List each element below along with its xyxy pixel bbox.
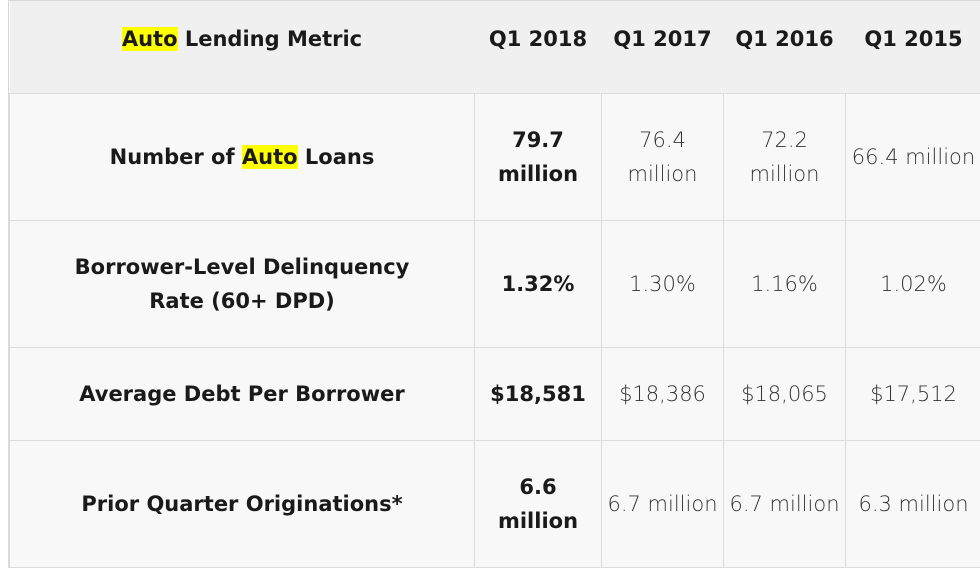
auto-lending-table-container: Auto Lending Metric Q1 2018 Q1 2017 Q1 2… [8, 0, 980, 568]
table-row: Borrower-Level Delinquency Rate (60+ DPD… [10, 220, 980, 347]
auto-lending-table: Auto Lending Metric Q1 2018 Q1 2017 Q1 2… [9, 1, 980, 568]
cell-value: 79.7 million [475, 93, 602, 220]
header-q1-2015: Q1 2015 [846, 1, 980, 93]
label-text: Loans [298, 145, 375, 169]
highlighted-term: Auto [242, 145, 298, 169]
cell-value: 1.30% [602, 220, 724, 347]
table-row: Number of Auto Loans 79.7 million 76.4 m… [10, 93, 980, 220]
cell-value: 66.4 million [846, 93, 980, 220]
cell-value: 1.02% [846, 220, 980, 347]
cell-value: 1.16% [724, 220, 846, 347]
cell-value: 72.2 million [724, 93, 846, 220]
row-label: Prior Quarter Originations* [10, 440, 475, 567]
header-row: Auto Lending Metric Q1 2018 Q1 2017 Q1 2… [10, 1, 980, 93]
header-q1-2016: Q1 2016 [724, 1, 846, 93]
cell-value: 6.7 million [724, 440, 846, 567]
highlighted-term: Auto [122, 27, 178, 51]
header-q1-2017: Q1 2017 [602, 1, 724, 93]
cell-value: $17,512 [846, 347, 980, 440]
row-label: Average Debt Per Borrower [10, 347, 475, 440]
table-row: Prior Quarter Originations* 6.6 million … [10, 440, 980, 567]
cell-value: $18,065 [724, 347, 846, 440]
cell-value: 6.7 million [602, 440, 724, 567]
cell-value: $18,386 [602, 347, 724, 440]
table-row: Average Debt Per Borrower $18,581 $18,38… [10, 347, 980, 440]
header-metric-text: Lending Metric [178, 27, 363, 51]
cell-value: 6.3 million [846, 440, 980, 567]
cell-value: 1.32% [475, 220, 602, 347]
cell-value: 76.4 million [602, 93, 724, 220]
header-metric: Auto Lending Metric [10, 1, 475, 93]
label-text: Number of [110, 145, 242, 169]
row-label: Borrower-Level Delinquency Rate (60+ DPD… [10, 220, 475, 347]
cell-value: $18,581 [475, 347, 602, 440]
cell-value: 6.6 million [475, 440, 602, 567]
row-label: Number of Auto Loans [10, 93, 475, 220]
header-q1-2018: Q1 2018 [475, 1, 602, 93]
